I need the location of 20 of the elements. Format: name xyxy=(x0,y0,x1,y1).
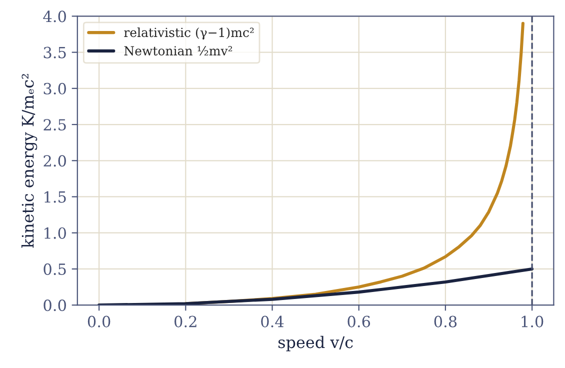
x-tick-label: 0.4 xyxy=(261,316,284,328)
y-tick-label: 3.0 xyxy=(44,82,66,94)
y-tick-label: 3.5 xyxy=(44,46,66,58)
y-tick-label: 2.0 xyxy=(44,155,66,167)
x-tick-label: 0.2 xyxy=(174,316,196,328)
y-tick-label: 2.5 xyxy=(44,118,66,131)
legend-label: Newtonian ½mv² xyxy=(124,46,232,56)
line-series xyxy=(98,267,534,306)
x-tick-label: 0.6 xyxy=(348,316,370,328)
x-tick-label: 0.8 xyxy=(434,316,457,328)
x-axis-title: speed v/c xyxy=(278,336,353,352)
y-axis-title: kinetic energy K/mₑc² xyxy=(21,74,38,248)
x-tick-label: 0.0 xyxy=(88,316,110,328)
y-tick-label: 0.5 xyxy=(44,263,66,275)
y-tick-label: 1.5 xyxy=(44,191,66,203)
legend-label: relativistic (γ−1)mc² xyxy=(124,27,254,40)
y-tick-label: 4.0 xyxy=(43,10,66,22)
x-tick-label: 1.0 xyxy=(522,316,544,328)
y-tick-label: 1.0 xyxy=(44,227,66,239)
y-tick-label: 0.0 xyxy=(44,300,66,312)
